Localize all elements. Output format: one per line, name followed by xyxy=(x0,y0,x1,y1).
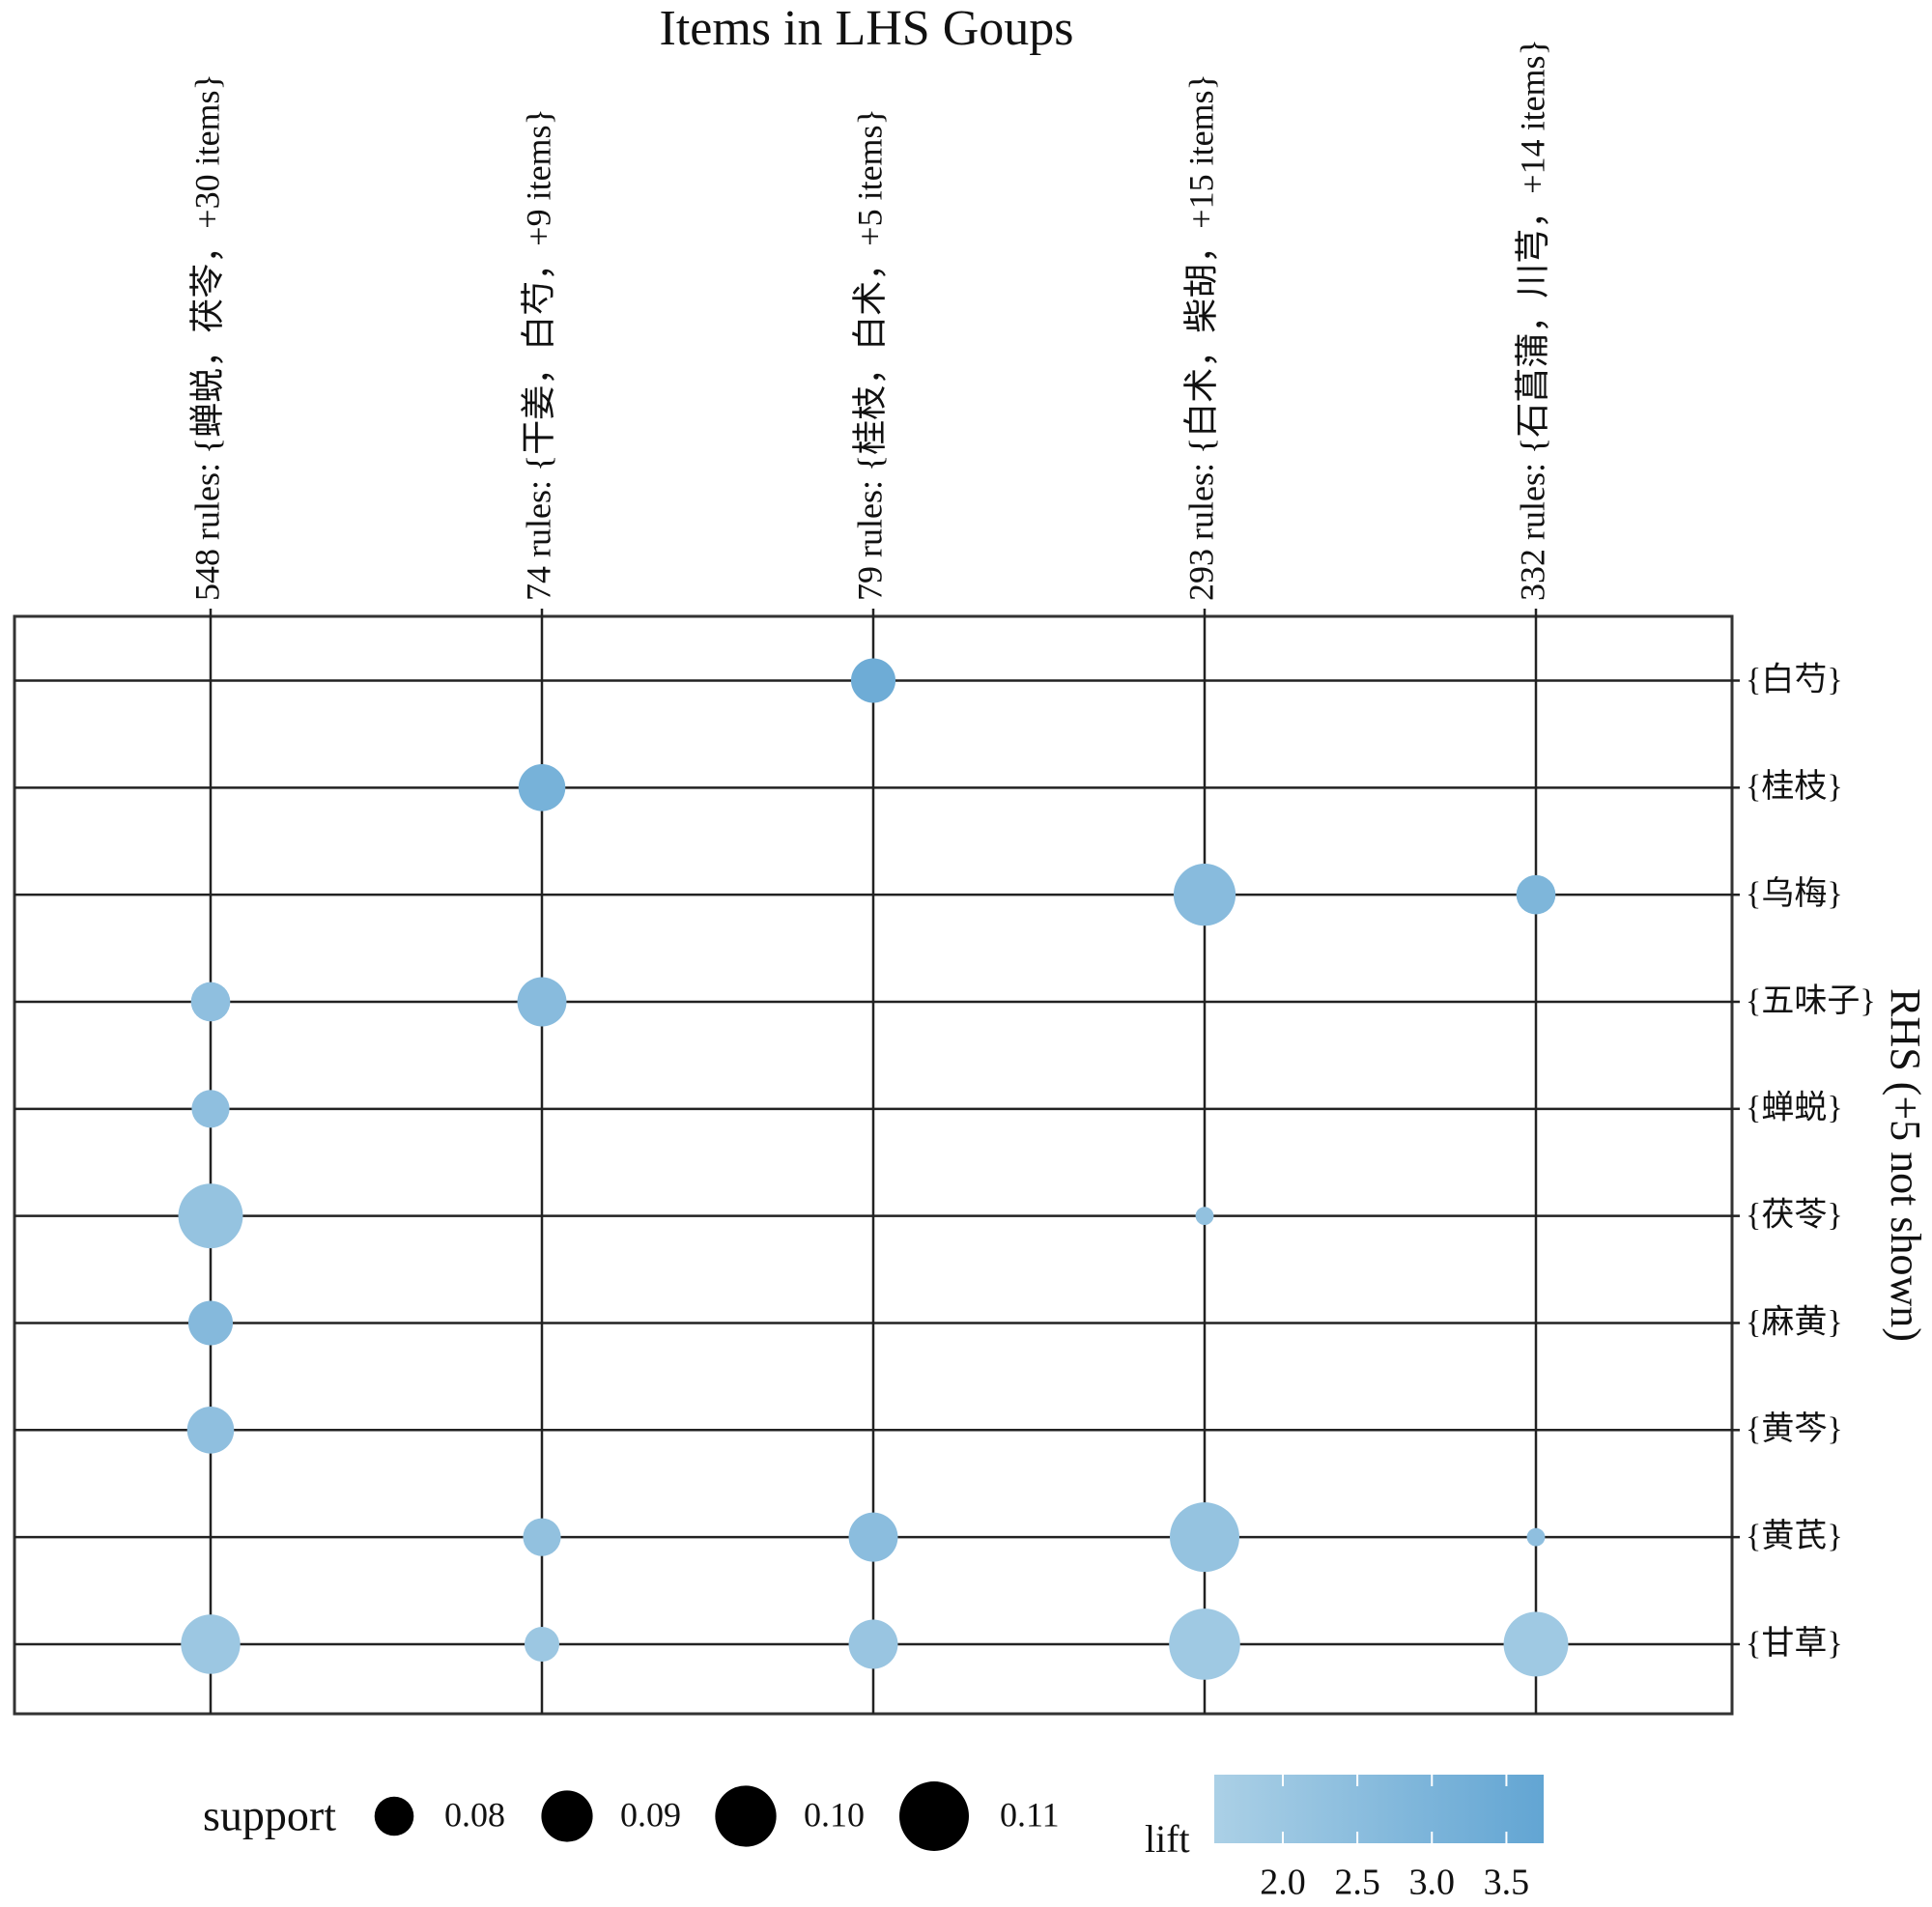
bubble xyxy=(848,1512,898,1562)
colorbar-label: 2.0 xyxy=(1260,1863,1306,1903)
colorbar-label: 2.5 xyxy=(1334,1863,1380,1903)
bubble xyxy=(178,1183,243,1249)
column-label: 332 rules: {石菖蒲，川芎，+14 items} xyxy=(1513,39,1551,601)
colorbar-label: 3.0 xyxy=(1409,1863,1456,1903)
row-label: {茯苓} xyxy=(1746,1196,1843,1233)
row-label: {麻黄} xyxy=(1746,1303,1843,1340)
size-legend-symbol xyxy=(541,1790,593,1842)
row-label: {甘草} xyxy=(1746,1625,1843,1662)
row-label: {五味子} xyxy=(1746,983,1876,1019)
bubble xyxy=(850,658,896,703)
size-legend-title: support xyxy=(203,1791,336,1840)
column-label: 293 rules: {白术，柴胡，+15 items} xyxy=(1181,73,1220,601)
bubble xyxy=(190,982,231,1022)
row-label: {桂枝} xyxy=(1746,768,1843,805)
size-legend-label: 0.10 xyxy=(804,1795,865,1834)
bubble xyxy=(523,1518,561,1556)
color-legend-title: lift xyxy=(1145,1817,1190,1861)
bubble xyxy=(1503,1611,1569,1677)
row-label: {乌梅} xyxy=(1746,875,1843,912)
size-legend-symbol xyxy=(899,1781,969,1851)
bubble xyxy=(186,1407,235,1454)
size-legend-label: 0.09 xyxy=(620,1795,681,1834)
row-label: {蝉蜕} xyxy=(1746,1090,1843,1126)
bubble xyxy=(518,764,566,811)
bubble xyxy=(1170,1502,1239,1573)
bubble xyxy=(1173,864,1236,926)
chart-title: Items in LHS Goups xyxy=(660,1,1074,56)
bubble xyxy=(848,1619,898,1669)
bubble xyxy=(1195,1207,1214,1226)
bubble xyxy=(191,1090,230,1128)
row-label: {黄芪} xyxy=(1746,1518,1843,1554)
bubble xyxy=(181,1614,241,1674)
column-label: 74 rules: {干姜，白芍，+9 items} xyxy=(519,108,557,601)
row-label: {白芍} xyxy=(1746,661,1843,697)
bubble xyxy=(1516,874,1556,915)
size-legend-symbol xyxy=(715,1785,777,1847)
column-label: 548 rules: {蝉蜕，茯苓，+30 items} xyxy=(187,73,226,601)
y-axis-label: RHS (+5 not shown) xyxy=(1882,988,1929,1342)
column-label: 79 rules: {桂枝，白术，+5 items} xyxy=(850,108,889,601)
bubble xyxy=(517,977,567,1027)
size-legend-symbol xyxy=(374,1796,414,1836)
size-legend-label: 0.11 xyxy=(1000,1795,1060,1834)
size-legend-label: 0.08 xyxy=(444,1795,505,1834)
bubble xyxy=(1526,1527,1546,1547)
row-label: {黄芩} xyxy=(1746,1410,1843,1447)
colorbar-label: 3.5 xyxy=(1484,1863,1530,1903)
bubble xyxy=(525,1626,559,1662)
colorbar xyxy=(1214,1775,1544,1843)
bubble xyxy=(1169,1608,1240,1680)
bubble xyxy=(187,1300,234,1346)
